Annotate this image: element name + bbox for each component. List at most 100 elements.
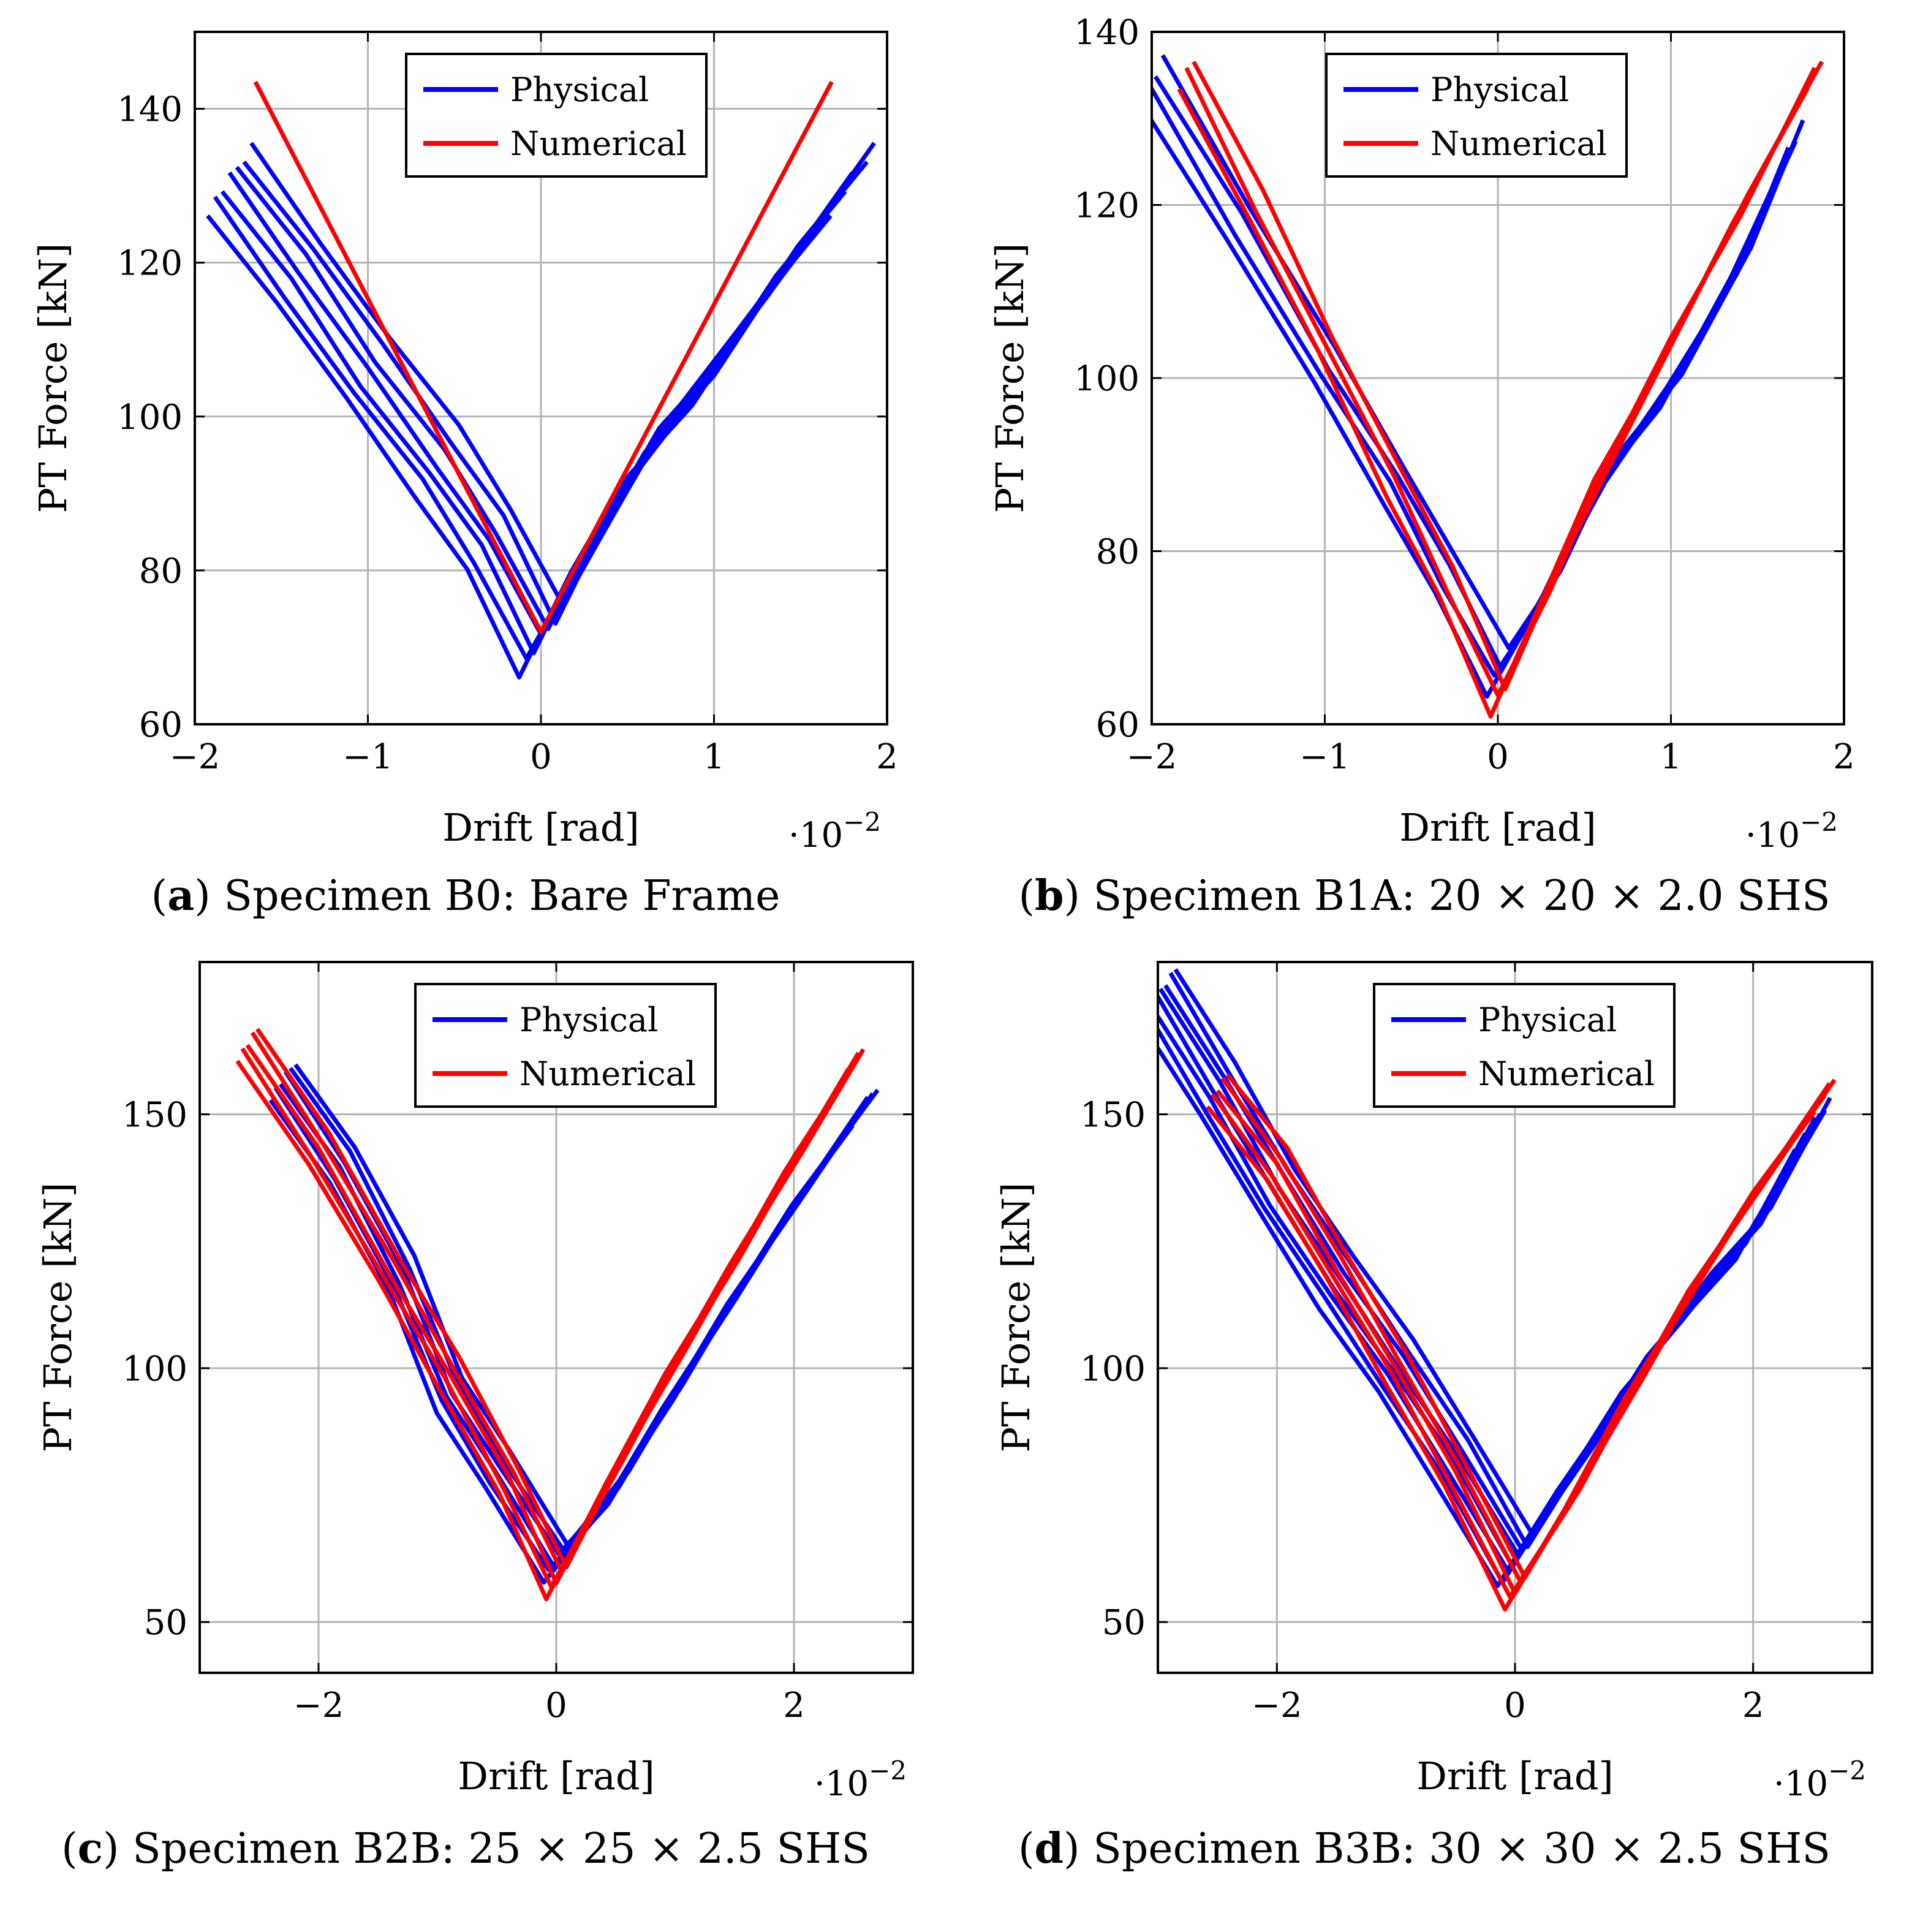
x-tick-label: 2 <box>1833 737 1855 777</box>
data-point <box>1444 575 1448 579</box>
data-point <box>863 1102 867 1106</box>
legend-label-numerical: Numerical <box>1430 124 1607 163</box>
data-point <box>1392 480 1396 484</box>
data-point <box>1323 342 1327 346</box>
caption-paren-open: ( <box>151 872 168 920</box>
x-axis-label: Drift [rad] <box>442 805 639 850</box>
x-scale-exponent: −2 <box>843 807 881 837</box>
x-axis-label: Drift [rad] <box>458 1754 654 1798</box>
data-point <box>1335 1265 1339 1268</box>
x-tick-label: −1 <box>342 737 393 777</box>
x-tick-label: 0 <box>1504 1686 1526 1726</box>
data-point <box>1692 1300 1696 1304</box>
y-tick-label: 80 <box>139 551 183 591</box>
caption-paren-close: ) <box>1064 1825 1093 1873</box>
series-line-numerical <box>1225 1073 1837 1580</box>
series-line-physical <box>206 214 833 680</box>
data-point <box>614 1488 618 1492</box>
legend: Physical Numerical <box>405 53 708 178</box>
series-line-physical <box>249 142 876 607</box>
data-point <box>388 1270 391 1273</box>
series-physical <box>206 142 876 680</box>
chart-b: −2 −1 0 1 2 60 80 100 120 140 Drift [rad] PT Force … <box>988 13 1855 920</box>
data-point <box>673 1362 677 1365</box>
series-numerical <box>1206 1073 1837 1612</box>
chart-a: −2 −1 0 1 2 60 80 100 120 140 Drift [rad] PT Force … <box>31 31 898 920</box>
data-point <box>1548 584 1552 588</box>
x-tick-label: 2 <box>783 1686 805 1726</box>
series-line-physical <box>242 160 869 626</box>
y-tick-label: 120 <box>117 244 183 284</box>
data-point <box>447 1371 451 1375</box>
series-line-numerical <box>1192 61 1824 692</box>
x-tick-label: −1 <box>1299 737 1350 777</box>
caption: (d) Specimen B3B: 30 × 30 × 2.5 SHS <box>1018 1824 1831 1873</box>
data-point <box>1751 1229 1755 1233</box>
caption-paren-close: ) <box>194 872 224 920</box>
series-line-numerical <box>253 80 834 634</box>
series-line-physical <box>283 1070 870 1556</box>
data-point <box>1669 385 1673 388</box>
series-line-physical <box>235 165 862 631</box>
caption-paren-open: ( <box>1018 1825 1035 1873</box>
data-point <box>1600 471 1604 475</box>
series-line-physical <box>220 190 847 656</box>
data-point <box>782 268 785 272</box>
x-scale-exponent: −2 <box>1828 1756 1866 1786</box>
series-line-physical <box>1160 54 1805 651</box>
caption-letter: b <box>1035 871 1064 920</box>
legend-label-numerical: Numerical <box>510 124 687 163</box>
y-tick-label: 100 <box>1074 359 1139 399</box>
y-tick-label: 50 <box>144 1603 187 1643</box>
data-point <box>792 1204 796 1208</box>
data-point <box>792 1158 796 1162</box>
caption-paren-close: ) <box>103 1825 132 1873</box>
caption-letter: d <box>1035 1824 1064 1873</box>
data-point <box>1813 69 1816 73</box>
data-point <box>228 176 232 180</box>
data-point <box>1185 69 1188 73</box>
data-point <box>1669 342 1673 346</box>
legend-label-numerical: Numerical <box>1478 1055 1655 1093</box>
series-line-physical <box>278 1083 865 1569</box>
x-tick-label: −2 <box>293 1686 344 1726</box>
data-point <box>851 176 855 180</box>
data-point <box>673 1392 677 1395</box>
legend-box <box>414 983 717 1108</box>
data-point <box>554 1580 558 1583</box>
data-point <box>1444 584 1448 588</box>
data-point <box>1790 143 1794 146</box>
y-tick-label: 120 <box>1074 186 1139 226</box>
data-point <box>830 80 834 84</box>
data-point <box>366 368 370 372</box>
data-point <box>1632 1387 1636 1390</box>
y-tick-label: 150 <box>122 1096 187 1135</box>
data-point <box>1394 1366 1398 1370</box>
data-point <box>1454 1473 1457 1477</box>
caption-letter: c <box>78 1824 103 1873</box>
x-tick-label: 2 <box>1742 1686 1764 1726</box>
series-line-numerical <box>1211 1093 1821 1599</box>
y-tick-label: 100 <box>1080 1349 1146 1389</box>
data-point <box>1496 697 1500 700</box>
x-tick-label: 0 <box>1487 737 1509 777</box>
series-numerical <box>235 1028 866 1602</box>
x-scale-base: ·10 <box>814 1764 869 1804</box>
data-point <box>539 630 543 634</box>
legend-label-physical: Physical <box>1478 1001 1617 1039</box>
caption-text: Specimen B1A: 20 × 20 × 2.0 SHS <box>1094 872 1831 920</box>
data-point <box>1573 1493 1576 1497</box>
x-scale-base: ·10 <box>788 816 843 855</box>
x-scale-exponent: −2 <box>1800 807 1838 837</box>
series-numerical <box>253 80 834 634</box>
x-tick-label: −2 <box>1127 737 1177 777</box>
data-point <box>1215 1087 1219 1091</box>
data-point <box>254 80 257 84</box>
x-tick-label: −2 <box>170 737 221 777</box>
series-line-physical <box>293 1063 880 1550</box>
x-tick-label: 1 <box>1660 737 1682 777</box>
series-line-numerical <box>1220 1077 1832 1583</box>
y-tick-label: 100 <box>122 1349 187 1389</box>
